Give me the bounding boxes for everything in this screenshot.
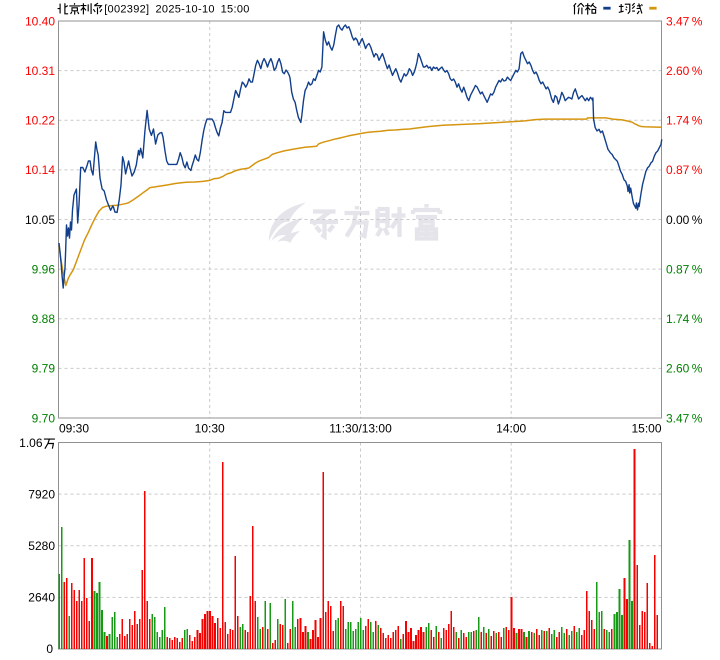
svg-text:09:30: 09:30 [59,422,89,436]
svg-text:10.14: 10.14 [25,163,55,177]
svg-text:9.79: 9.79 [32,362,56,376]
svg-text:10.22: 10.22 [25,114,55,128]
svg-text:5280: 5280 [28,539,55,553]
svg-text:2.60 %: 2.60 % [666,362,703,376]
svg-text:0.00 %: 0.00 % [666,213,703,227]
svg-text:1.74 %: 1.74 % [666,114,703,128]
svg-text:1.74 %: 1.74 % [666,312,703,326]
svg-text:9.70: 9.70 [32,411,56,425]
svg-text:1.06: 1.06 [19,436,43,450]
svg-text:10.40: 10.40 [25,14,55,28]
svg-text:14:00: 14:00 [496,422,526,436]
svg-text:3.47 %: 3.47 % [666,14,703,28]
svg-text:2.60 %: 2.60 % [666,64,703,78]
svg-text:3.47 %: 3.47 % [666,411,703,425]
svg-text:10.05: 10.05 [25,213,55,227]
svg-text:9.88: 9.88 [32,312,56,326]
svg-text:0.87 %: 0.87 % [666,163,703,177]
svg-text:15:00: 15:00 [631,422,661,436]
svg-text:9.96: 9.96 [32,262,56,276]
svg-text:10.31: 10.31 [25,64,55,78]
svg-text:10:30: 10:30 [195,422,225,436]
svg-text:7920: 7920 [28,487,55,501]
svg-text:0: 0 [46,642,53,655]
svg-text:0.87 %: 0.87 % [666,262,703,276]
svg-text:[002392] 2025-10-10 15:00: [002392] 2025-10-10 15:00 [104,4,249,16]
svg-text:11:30/13:00: 11:30/13:00 [329,422,392,436]
svg-text:2640: 2640 [28,591,55,605]
